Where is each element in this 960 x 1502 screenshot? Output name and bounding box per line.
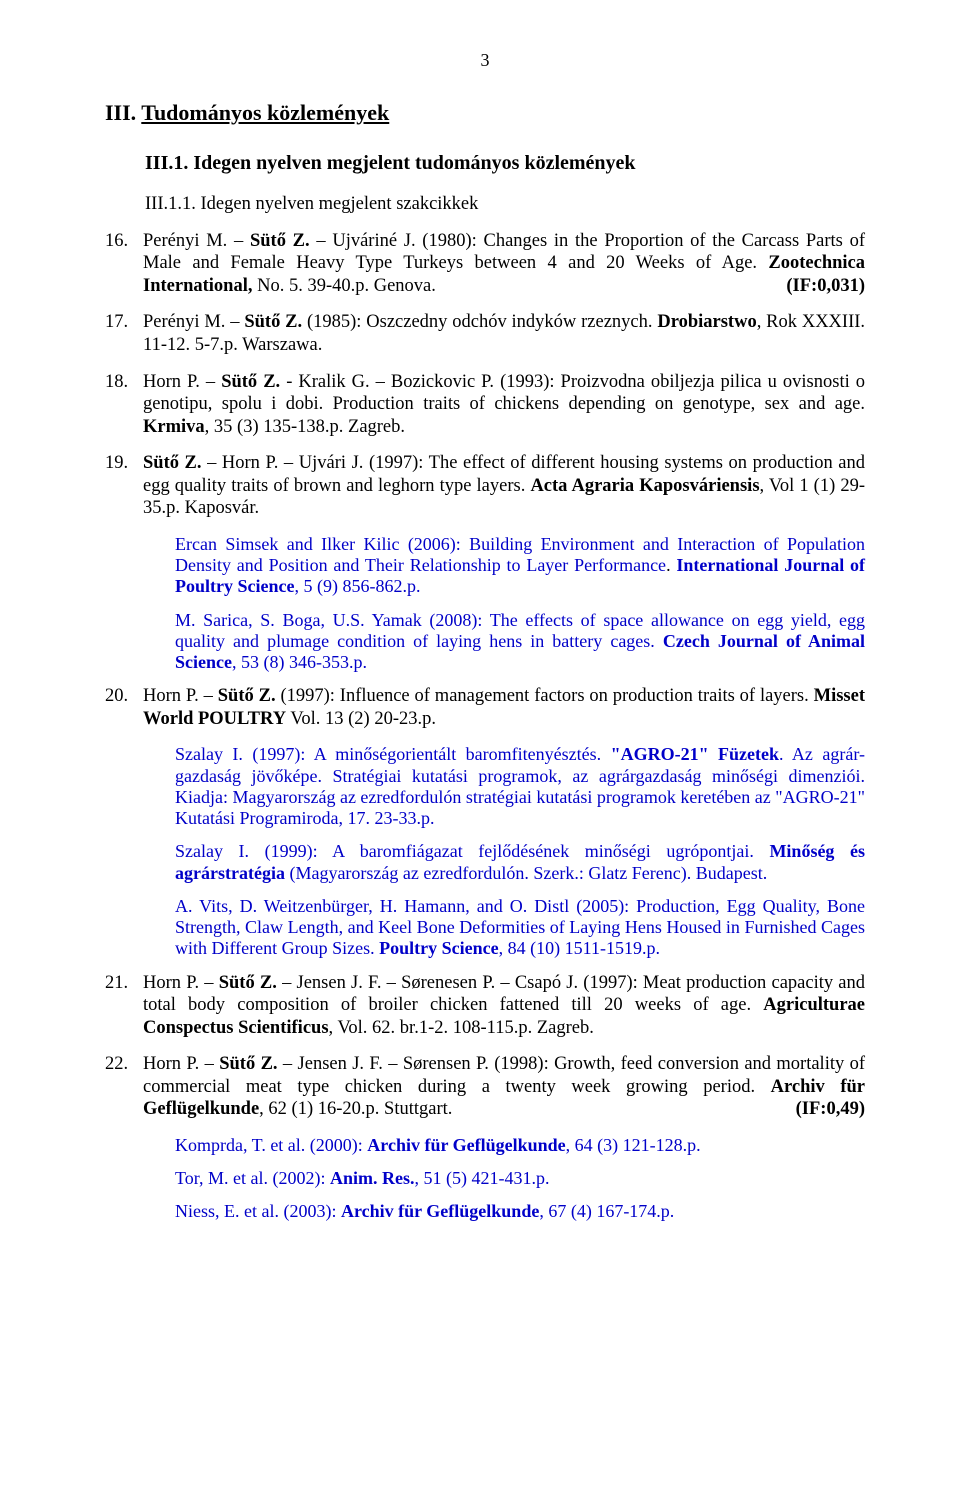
entry-body: Horn P. – Sütő Z. – Jensen J. F. – Søren… xyxy=(143,972,865,1040)
citation: A. Vits, D. Weitzenbürger, H. Hamann, an… xyxy=(175,896,865,960)
heading-3: III.1.1. Idegen nyelven megjelent szakci… xyxy=(145,193,865,216)
heading-1: III. Tudományos közlemények xyxy=(105,100,865,127)
citation: Komprda, T. et al. (2000): Archiv für Ge… xyxy=(175,1135,865,1156)
citation: Ercan Simsek and Ilker Kilic (2006): Bui… xyxy=(175,534,865,598)
page-number: 3 xyxy=(105,50,865,72)
entry-number: 19. xyxy=(105,452,143,520)
entry-body: Horn P. – Sütő Z. - Kralik G. – Bozickov… xyxy=(143,371,865,439)
entry-body: Perényi M. – Sütő Z. (1985): Oszczedny o… xyxy=(143,311,865,356)
citation: Tor, M. et al. (2002): Anim. Res., 51 (5… xyxy=(175,1168,865,1189)
reference-entry: 22. Horn P. – Sütő Z. – Jensen J. F. – S… xyxy=(105,1053,865,1121)
heading-2: III.1. Idegen nyelven megjelent tudomány… xyxy=(145,151,865,175)
entry-number: 17. xyxy=(105,311,143,356)
reference-entry: 18. Horn P. – Sütő Z. - Kralik G. – Bozi… xyxy=(105,371,865,439)
reference-entry: 16. Perényi M. – Sütő Z. – Ujváriné J. (… xyxy=(105,230,865,298)
entry-body: Sütő Z. – Horn P. – Ujvári J. (1997): Th… xyxy=(143,452,865,520)
entry-number: 20. xyxy=(105,685,143,730)
reference-entry: 21. Horn P. – Sütő Z. – Jensen J. F. – S… xyxy=(105,972,865,1040)
entry-number: 22. xyxy=(105,1053,143,1121)
heading-1-prefix: III. xyxy=(105,100,141,125)
entry-body: Perényi M. – Sütő Z. – Ujváriné J. (1980… xyxy=(143,230,865,298)
citation: Szalay I. (1999): A baromfiágazat fejlőd… xyxy=(175,841,865,883)
entry-body: Horn P. – Sütő Z. – Jensen J. F. – Søren… xyxy=(143,1053,865,1121)
entry-body: Horn P. – Sütő Z. (1997): Influence of m… xyxy=(143,685,865,730)
reference-entry: 20. Horn P. – Sütő Z. (1997): Influence … xyxy=(105,685,865,730)
citation: Niess, E. et al. (2003): Archiv für Gefl… xyxy=(175,1201,865,1222)
heading-1-text: Tudományos közlemények xyxy=(141,100,389,125)
document-page: 3 III. Tudományos közlemények III.1. Ide… xyxy=(0,0,960,1285)
citation: M. Sarica, S. Boga, U.S. Yamak (2008): T… xyxy=(175,610,865,674)
entry-number: 18. xyxy=(105,371,143,439)
citation: Szalay I. (1997): A minőségorientált bar… xyxy=(175,744,865,829)
reference-entry: 19. Sütő Z. – Horn P. – Ujvári J. (1997)… xyxy=(105,452,865,520)
reference-entry: 17. Perényi M. – Sütő Z. (1985): Oszczed… xyxy=(105,311,865,356)
entry-number: 21. xyxy=(105,972,143,1040)
entry-number: 16. xyxy=(105,230,143,298)
